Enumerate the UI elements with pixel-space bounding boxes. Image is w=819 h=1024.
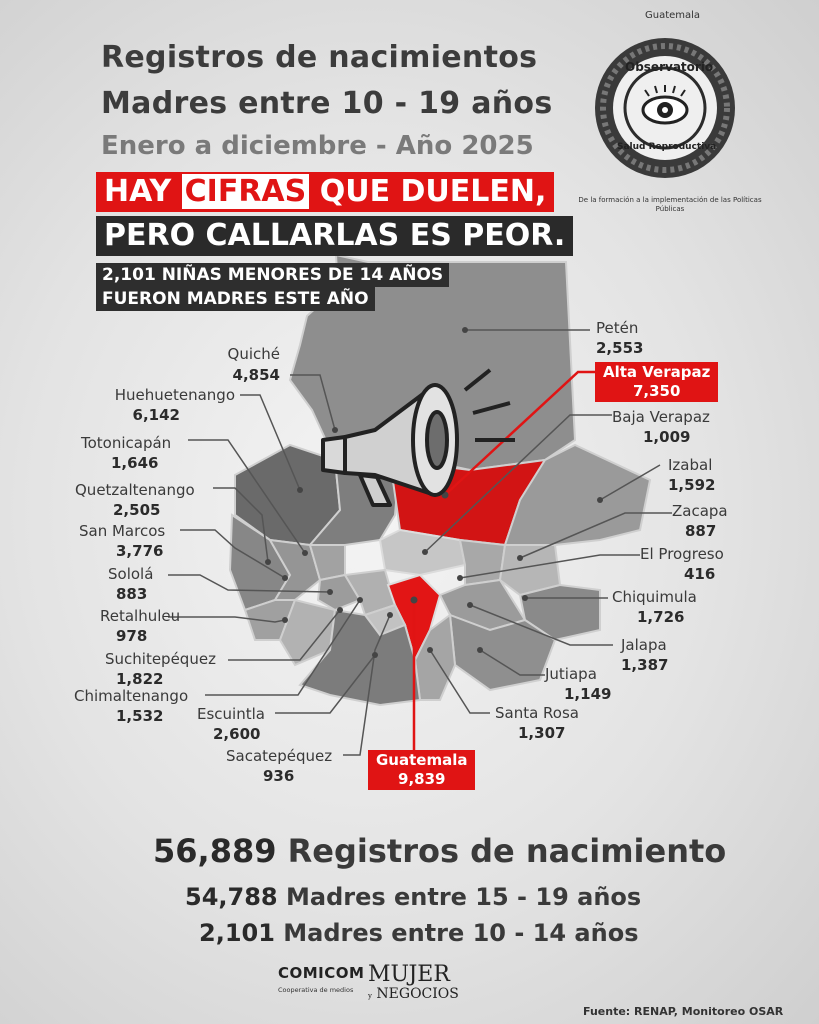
dept-value-san-marcos: 3,776 [116,542,164,560]
total-label: Registros de nacimiento [287,832,727,870]
comicom-logo: COMICOM Cooperativa de medios [278,964,365,1014]
older-row: 54,788 Madres entre 15 - 19 años [185,883,641,911]
mujer-negocios-logo: MUJER y NEGOCIOS [368,964,468,1014]
dept-box-alta-verapaz: Alta Verapaz 7,350 [595,362,719,402]
seal-motto: De la formación a la implementación de l… [578,196,762,213]
megaphone-icon [321,368,515,507]
dept-value-alta-verapaz: 7,350 [632,382,681,400]
dept-value-quetzaltenango: 2,505 [113,501,161,519]
younger-row: 2,101 Madres entre 10 - 14 años [199,919,638,947]
dept-value-peten: 2,553 [596,339,644,357]
dept-label-retalhuleu: Retalhuleu [100,607,181,625]
dept-label-sacatepequez: Sacatepéquez [226,747,333,765]
title-line-1: Registros de nacimientos [101,40,538,75]
dept-label-chimaltenango: Chimaltenango [74,687,189,705]
title-line-2: Madres entre 10 - 19 años [101,86,553,121]
younger-label: Madres entre 10 - 14 años [283,919,639,947]
mujer-y: y [368,992,372,1000]
dept-value-escuintla: 2,600 [213,725,261,743]
dept-label-san-marcos: San Marcos [79,522,166,540]
dept-value-jalapa: 1,387 [621,656,669,674]
highlight-leaders [412,370,595,750]
comicom-tagline: Cooperativa de medios [278,986,354,994]
dept-label-chiquimula: Chiquimula [612,588,697,606]
dept-label-zacapa: Zacapa [672,502,728,520]
comicom-name: COMICOM [278,964,365,982]
dept-label-guatemala: Guatemala [376,751,468,769]
total-row: 56,889 Registros de nacimiento [153,832,726,870]
dept-label-izabal: Izabal [668,456,713,474]
younger-number: 2,101 [199,919,275,947]
slogan-hay: HAY [104,174,172,209]
dept-value-guatemala: 9,839 [398,770,446,788]
subtitle-line-2: FUERON MADRES ESTE AÑO [96,287,375,311]
dept-value-quiche: 4,854 [232,366,280,384]
dept-box-guatemala: Guatemala 9,839 [368,750,476,790]
map-el-progreso [458,538,507,587]
dept-label-santa-rosa: Santa Rosa [495,704,579,722]
seal-country: Guatemala [645,10,701,21]
slogan-rest: QUE DUELEN, [319,174,547,209]
dept-value-zacapa: 887 [685,522,717,540]
slogan-cifras: CIFRAS [181,174,310,209]
older-number: 54,788 [185,883,278,911]
dept-value-huehuetenango: 6,142 [132,406,180,424]
slogan-line-2: PERO CALLARLAS ES PEOR. [96,216,574,256]
dept-value-chiquimula: 1,726 [637,608,685,626]
dept-label-jalapa: Jalapa [621,636,667,654]
dept-label-solola: Sololá [108,565,154,583]
dept-label-quetzaltenango: Quetzaltenango [75,481,195,499]
dept-label-alta-verapaz: Alta Verapaz [603,363,711,381]
map-jutiapa [448,613,557,692]
seal-name-line-2: Salud Reproductiva [617,142,717,152]
subtitle-line-1: 2,101 NIÑAS MENORES DE 14 AÑOS [96,263,450,287]
dept-label-el-progreso: El Progreso [640,545,724,563]
dept-label-jutiapa: Jutiapa [545,665,597,683]
dept-value-baja-verapaz: 1,009 [643,428,691,446]
observatorio-seal: Guatemala Observatorio Salud Reproductiv… [578,10,765,213]
negocios-text: NEGOCIOS [376,986,459,1002]
dept-label-suchitepequez: Suchitepéquez [105,650,216,668]
title-line-3: Enero a diciembre - Año 2025 [101,131,534,161]
dept-value-retalhuleu: 978 [116,627,148,645]
map-izabal [503,443,652,546]
dept-label-escuintla: Escuintla [197,705,265,723]
seal-graphic [595,38,735,178]
dept-value-totonicapan: 1,646 [111,454,159,472]
dept-value-solola: 883 [116,585,148,603]
dept-value-chimaltenango: 1,532 [116,707,164,725]
dept-label-peten: Petén [596,319,639,337]
seal-name-line-1: Observatorio [625,60,714,74]
mujer-text: MUJER [368,962,450,987]
dept-value-el-progreso: 416 [684,565,716,583]
map-suchitepequez [278,598,337,667]
leader-lines [168,329,672,756]
dept-label-baja-verapaz: Baja Verapaz [612,408,710,426]
dept-label-totonicapan: Totonicapán [81,434,172,452]
slogan-line-1: HAY CIFRAS QUE DUELEN, [96,172,555,212]
dept-value-santa-rosa: 1,307 [518,724,566,742]
dept-label-quiche: Quiché [227,345,280,363]
dept-value-izabal: 1,592 [668,476,716,494]
total-number: 56,889 [153,832,277,870]
dept-value-sacatepequez: 936 [263,767,295,785]
older-label: Madres entre 15 - 19 años [285,883,642,911]
dept-value-jutiapa: 1,149 [564,685,612,703]
dept-value-suchitepequez: 1,822 [116,670,164,688]
dept-label-huehuetenango: Huehuetenango [114,386,235,404]
source-note: Fuente: RENAP, Monitoreo OSAR [583,1005,784,1018]
